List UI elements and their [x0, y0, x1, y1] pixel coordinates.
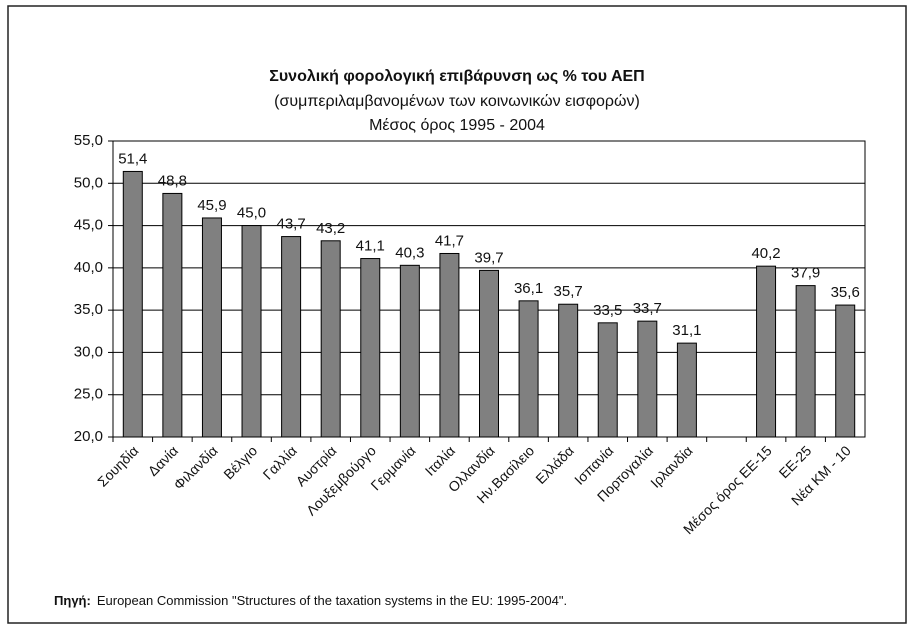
- value-label: 35,6: [831, 284, 860, 301]
- bar: [201, 217, 222, 438]
- value-label: 51,4: [118, 150, 147, 167]
- y-tick-label: 35,0: [74, 301, 103, 318]
- bar: [835, 304, 856, 438]
- value-label: 41,7: [435, 232, 464, 249]
- bar: [676, 342, 697, 438]
- source-label: Πηγή:: [54, 593, 91, 608]
- value-label: 41,1: [356, 238, 385, 255]
- value-label: 40,3: [395, 244, 424, 261]
- bar: [360, 258, 381, 438]
- bar: [162, 192, 183, 438]
- y-tick-label: 40,0: [74, 259, 103, 276]
- value-label: 43,2: [316, 220, 345, 237]
- value-label: 35,7: [554, 283, 583, 300]
- y-tick-label: 45,0: [74, 217, 103, 234]
- bar: [281, 236, 302, 438]
- value-label: 33,7: [633, 300, 662, 317]
- y-tick-label: 55,0: [74, 132, 103, 149]
- value-label: 37,9: [791, 265, 820, 282]
- chart-title: Συνολική φορολογική επιβάρυνση ως % του …: [269, 68, 644, 85]
- value-label: 36,1: [514, 280, 543, 297]
- chart-subtitle: (συμπεριλαμβανομένων των κοινωνικών εισφ…: [274, 93, 640, 110]
- source-text: European Commission "Structures of the t…: [97, 593, 567, 608]
- bar: [597, 322, 618, 438]
- value-label: 39,7: [474, 249, 503, 266]
- bar: [122, 170, 143, 438]
- chart-subtitle: Μέσος όρος 1995 - 2004: [369, 117, 545, 134]
- value-label: 48,8: [158, 172, 187, 189]
- value-label: 31,1: [672, 322, 701, 339]
- bar: [320, 240, 341, 438]
- value-label: 43,7: [277, 216, 306, 233]
- bar: [399, 264, 420, 438]
- value-label: 33,5: [593, 302, 622, 319]
- value-label: 45,9: [197, 197, 226, 214]
- bar: [439, 252, 460, 438]
- source: Πηγή: European Commission "Structures of …: [54, 593, 567, 608]
- bar: [241, 225, 262, 438]
- value-label: 40,2: [751, 245, 780, 262]
- y-tick-label: 50,0: [74, 174, 103, 191]
- bar: [518, 300, 539, 438]
- value-label: 45,0: [237, 205, 266, 222]
- bar: [479, 269, 499, 438]
- bar: [637, 320, 658, 438]
- bar: [795, 285, 816, 438]
- bar: [558, 303, 579, 438]
- y-tick-label: 20,0: [74, 428, 103, 445]
- y-tick-label: 25,0: [74, 386, 103, 403]
- bar: [756, 265, 777, 438]
- y-tick-label: 30,0: [74, 343, 103, 360]
